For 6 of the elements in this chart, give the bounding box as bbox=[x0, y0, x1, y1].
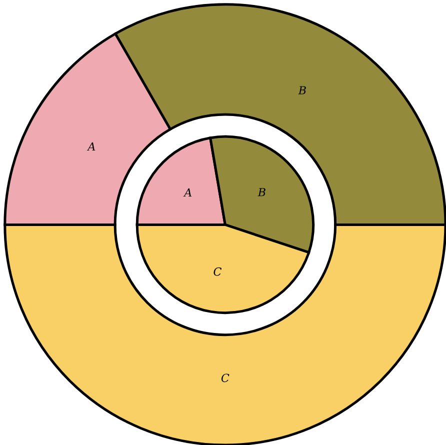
slice-label: C bbox=[221, 374, 230, 382]
slice-label: A bbox=[86, 142, 96, 151]
slice-label: C bbox=[214, 267, 222, 276]
slice-label: B bbox=[258, 188, 266, 196]
slice-label: B bbox=[298, 86, 306, 94]
slice-label: A bbox=[183, 188, 192, 197]
